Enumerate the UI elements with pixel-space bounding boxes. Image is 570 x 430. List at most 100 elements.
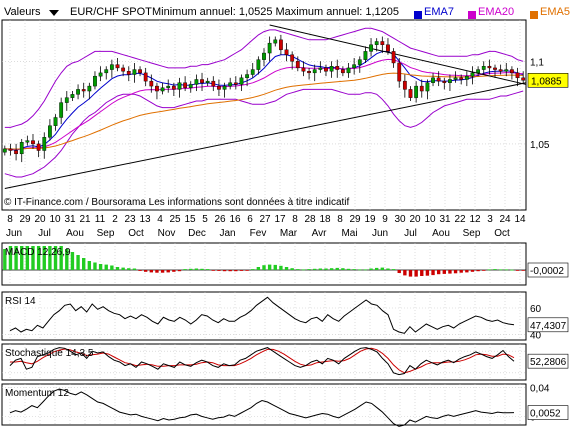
candle-body	[493, 67, 497, 70]
macd-bar	[65, 249, 69, 270]
day-tick-label: 20	[34, 214, 46, 225]
candle-body	[459, 77, 464, 80]
candle-body	[408, 89, 413, 98]
macd-bar	[414, 270, 418, 277]
momentum-panel: 0,040Momentum 120,0052	[2, 384, 569, 427]
day-tick-label: 19	[364, 214, 376, 225]
candle-body	[374, 41, 379, 45]
stoch-d-line	[10, 347, 515, 374]
month-tick-label: Sep	[97, 228, 115, 239]
macd-bar	[374, 267, 379, 270]
macd-bar	[48, 246, 52, 270]
rsi-panel: 60 40 RSI 14 47,4307	[2, 296, 569, 342]
macd-bar	[352, 269, 356, 270]
candle-body	[188, 84, 193, 88]
watermark: © IT-Finance.com / Boursorama Les inform…	[4, 197, 350, 208]
candle-body	[312, 69, 317, 74]
candle-body	[369, 44, 373, 52]
macd-bar	[104, 264, 108, 270]
ema20-line	[4, 58, 524, 151]
macd-bar	[149, 270, 154, 273]
macd-bar	[183, 269, 187, 270]
bollinger-upper	[4, 27, 524, 128]
candle-body	[335, 66, 340, 70]
month-tick-label: Jun	[6, 228, 22, 239]
candle-body	[453, 77, 458, 80]
candle-body	[70, 94, 75, 98]
macd-bar	[36, 246, 41, 270]
panel-frames	[1, 19, 527, 426]
candle-body	[228, 82, 233, 87]
day-tick-label: 2	[112, 214, 118, 225]
macd-bar	[290, 268, 294, 270]
month-tick-label: Dec	[188, 228, 206, 239]
day-tick-label: 11	[95, 214, 106, 225]
day-tick-label: 27	[259, 214, 271, 225]
macd-bar	[8, 246, 13, 270]
macd-bar	[363, 269, 368, 271]
valeurs-label[interactable]: Valeurs	[4, 6, 41, 18]
macd-bar	[459, 270, 463, 273]
candle-body	[481, 66, 486, 70]
candle-body	[121, 67, 126, 72]
candle-body	[25, 140, 30, 143]
indicator-label: Momentum 12	[5, 388, 69, 399]
macd-panel: MACD 12,26,9 -0,0002	[2, 246, 569, 278]
macd-bar	[324, 268, 328, 270]
macd-bar	[267, 264, 272, 270]
day-tick-label: 28	[304, 214, 316, 225]
macd-bar	[279, 265, 283, 270]
macd-bar	[307, 269, 311, 270]
macd-bar	[482, 270, 486, 271]
candle-body	[48, 125, 52, 138]
macd-bar	[93, 262, 97, 270]
macd-bar	[256, 267, 261, 270]
candle-body	[346, 67, 351, 74]
candle-body	[391, 51, 396, 64]
panel-frame-price	[1, 19, 527, 211]
candle-body	[431, 77, 435, 83]
macd-bar	[76, 255, 80, 270]
stoch-k-line	[9, 347, 515, 376]
candle-body	[464, 75, 469, 80]
macd-bar	[436, 270, 441, 275]
macd-bar	[346, 268, 351, 270]
day-tick-label: 18	[319, 214, 331, 225]
candle-body	[19, 142, 24, 155]
macd-bar	[143, 270, 148, 272]
dropdown-arrow-icon[interactable]	[49, 10, 59, 16]
macd-bar	[453, 270, 458, 274]
macd-bar	[448, 270, 452, 274]
candle-body	[109, 64, 114, 70]
candle-body	[183, 82, 188, 88]
candle-body	[87, 85, 92, 92]
macd-bar	[132, 268, 137, 270]
macd-value-box	[527, 262, 569, 278]
candle-body	[425, 82, 430, 92]
candle-body	[211, 80, 216, 87]
macd-bar	[228, 270, 232, 272]
macd-bar	[403, 270, 407, 276]
macd-bar	[31, 246, 35, 270]
candle-body	[239, 77, 244, 85]
day-tick-label: 31	[439, 214, 451, 225]
candle-body	[250, 69, 255, 75]
chart-header: Valeurs EUR/CHF SPOT Minimum annuel: 1,0…	[0, 0, 570, 20]
price-tick-label: 1,05	[530, 140, 550, 151]
candle-body	[217, 85, 221, 90]
macd-bar	[251, 269, 255, 270]
trendline-upper	[269, 24, 527, 85]
candle-body	[81, 89, 86, 92]
macd-bar	[14, 246, 18, 270]
candle-body	[138, 69, 142, 74]
stoch-value-box	[527, 353, 569, 369]
macd-bar	[476, 270, 480, 272]
macd-bar	[504, 269, 508, 271]
day-tick-label: 3	[487, 214, 493, 225]
month-tick-label: Mai	[341, 228, 357, 239]
macd-bar	[487, 269, 492, 271]
candle-body	[510, 69, 514, 74]
candle-body	[256, 59, 261, 70]
candle-body	[177, 82, 182, 90]
